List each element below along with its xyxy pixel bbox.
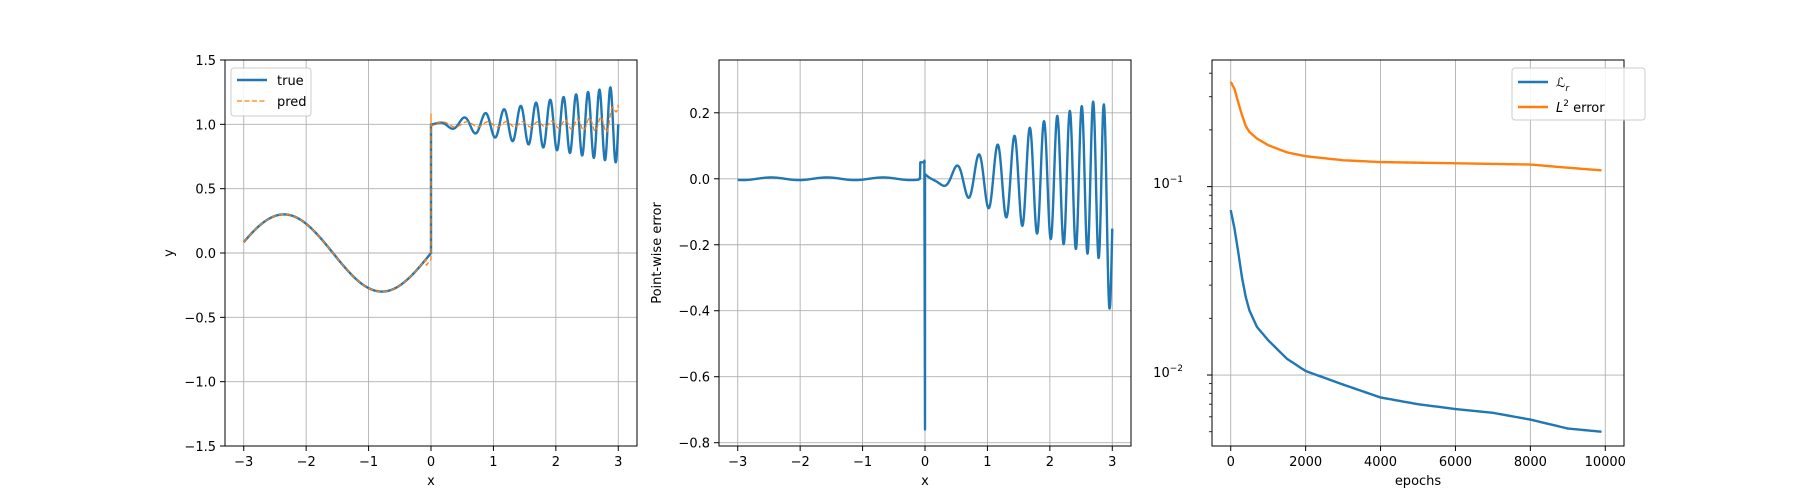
x-axis-label: x — [427, 474, 435, 489]
y-tick-label: −1.5 — [184, 440, 216, 455]
legend-label-pred: pred — [277, 95, 307, 110]
y-tick-label: −0.8 — [678, 437, 710, 452]
legend-label-residual: ℒr — [1556, 76, 1570, 94]
x-tick-label: 6000 — [1439, 455, 1472, 470]
x-tick-label: 8000 — [1514, 455, 1547, 470]
x-tick-label: 2000 — [1289, 455, 1322, 470]
axes-frame — [718, 59, 1132, 447]
y-tick-label-0.01: 10−2 — [1153, 364, 1183, 381]
y-tick-label: 0.2 — [689, 107, 710, 122]
series-line-s0 — [1229, 209, 1602, 433]
series-line-s0 — [736, 100, 1114, 431]
y-tick-label: 0.0 — [689, 173, 710, 188]
plot-pointwise-error: −3 −2 −1 0 1 2 3 −0.8 −0.6 −0.4 −0.2 0.0 0.2 x Point-w… — [650, 59, 1132, 489]
plot-true-vs-pred: −3 −2 −1 0 1 2 3 −1.5 −1.0 −0.5 0.0 0.5 1.0 1.5 x y true… — [162, 54, 638, 489]
x-tick-label: −1 — [853, 455, 872, 470]
y-tick-label: −1.0 — [184, 376, 216, 391]
x-tick-label: 4000 — [1364, 455, 1397, 470]
y-tick-label: −0.4 — [678, 305, 710, 320]
x-axis-label: epochs — [1395, 474, 1442, 489]
x-tick-label: 0 — [921, 455, 929, 470]
x-tick-label: 2 — [1046, 455, 1054, 470]
axes-frame — [224, 59, 638, 447]
x-tick-label: 0 — [427, 455, 435, 470]
y-tick-label-0.1: 10−1 — [1153, 175, 1183, 192]
series-line-pred — [243, 104, 619, 293]
y-tick-label: −0.6 — [678, 371, 710, 386]
y-axis-label: Point-wise error — [650, 202, 665, 304]
y-tick-label: −0.5 — [184, 311, 216, 326]
x-tick-label: −3 — [728, 455, 747, 470]
legend-loss: ℒr L2 error — [1511, 67, 1646, 121]
x-tick-label: 10000 — [1585, 455, 1626, 470]
x-tick-label: 1 — [489, 455, 497, 470]
x-tick-label: 0 — [1227, 455, 1235, 470]
x-tick-label: −2 — [297, 455, 316, 470]
y-axis-label: y — [162, 249, 177, 257]
x-tick-label: −1 — [359, 455, 378, 470]
legend-label-true: true — [277, 74, 304, 89]
series-line-l — [1229, 81, 1602, 172]
x-tick-label: 1 — [983, 455, 991, 470]
axes-frame — [1211, 59, 1625, 447]
y-tick-label: 0.5 — [195, 183, 216, 198]
legend-true-pred: true pred — [230, 67, 312, 117]
x-tick-label: 2 — [552, 455, 560, 470]
x-tick-label: −2 — [791, 455, 810, 470]
x-tick-label: 3 — [614, 455, 622, 470]
x-tick-label: 3 — [1108, 455, 1116, 470]
plot-loss-curves: 0 2000 4000 6000 8000 10000 epochs — [1207, 59, 1626, 489]
x-axis-label: x — [921, 474, 929, 489]
y-tick-label: −0.2 — [678, 239, 710, 254]
legend-label-l2-error: L2 error — [1556, 99, 1605, 116]
y-tick-label: 0.0 — [195, 247, 216, 262]
y-tick-label: 1.0 — [195, 118, 216, 133]
x-tick-label: −3 — [234, 455, 253, 470]
y-tick-label: 1.5 — [195, 54, 216, 69]
